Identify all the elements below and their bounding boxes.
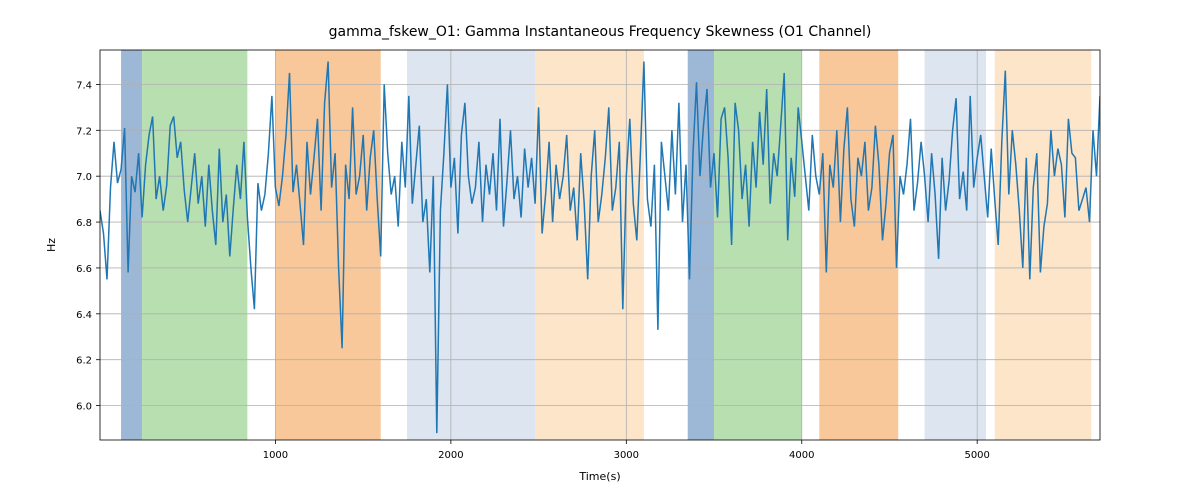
tick-label-y: 6.2 [76,356,92,367]
y-axis-label: Hz [45,238,58,252]
bg-region [688,50,714,440]
chart-title: gamma_fskew_O1: Gamma Instantaneous Freq… [329,24,872,40]
tick-label-y: 7.4 [76,80,92,91]
tick-label-x: 2000 [438,450,463,461]
tick-label-x: 5000 [964,450,989,461]
tick-label-y: 6.8 [76,218,92,229]
bg-region [121,50,142,440]
x-axis-label: Time(s) [578,470,620,483]
tick-label-y: 6.0 [76,402,92,413]
tick-label-x: 3000 [614,450,639,461]
tick-label-y: 7.0 [76,172,92,183]
bg-region [142,50,247,440]
chart-svg: 6.0 6.2 6.4 6.6 6.8 7.0 7.2 7.4 1000 2000 3000 4000… [0,0,1200,500]
tick-label-x: 4000 [789,450,814,461]
tick-label-y: 6.4 [76,310,92,321]
chart-container: 6.0 6.2 6.4 6.6 6.8 7.0 7.2 7.4 1000 2000 3000 4000… [0,0,1200,500]
bg-region [714,50,802,440]
tick-label-y: 7.2 [76,126,92,137]
tick-label-y: 6.6 [76,264,92,275]
bg-region [819,50,898,440]
bg-region [425,50,536,440]
tick-label-x: 1000 [263,450,288,461]
